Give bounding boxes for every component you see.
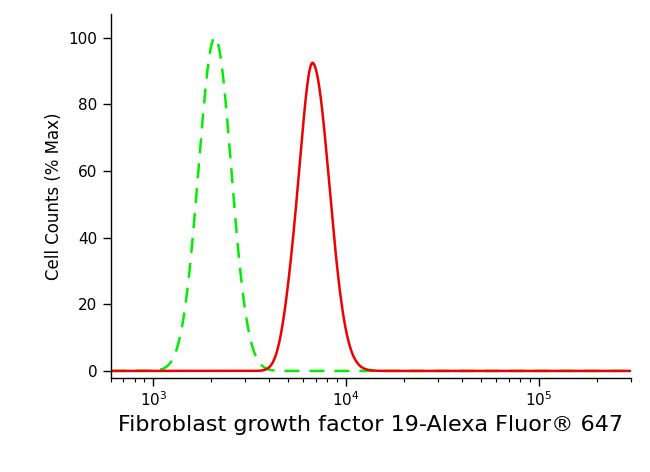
Y-axis label: Cell Counts (% Max): Cell Counts (% Max) [45,112,63,279]
X-axis label: Fibroblast growth factor 19-Alexa Fluor® 647: Fibroblast growth factor 19-Alexa Fluor®… [118,415,623,435]
